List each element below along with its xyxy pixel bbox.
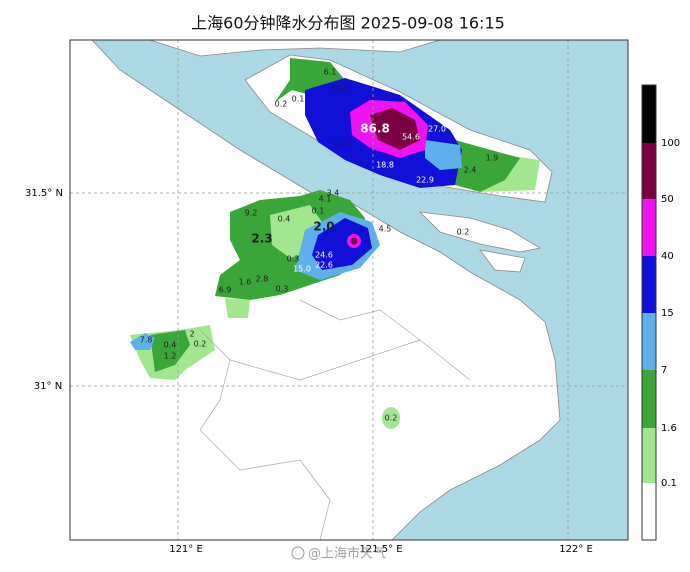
reading-label: 18.8	[376, 161, 394, 170]
reading-label: 2.0	[313, 220, 334, 234]
colorbar-band	[642, 483, 656, 540]
rain-area	[425, 140, 462, 170]
reading-label: 86.8	[360, 122, 390, 136]
reading-label: 14.0	[333, 141, 351, 150]
reading-label: 0.3	[276, 285, 289, 294]
reading-label: 6.9	[219, 286, 232, 295]
map-frame	[69, 39, 629, 541]
reading-label: 0.3	[287, 255, 300, 264]
reading-label: 0.2	[194, 340, 207, 349]
lon-label: 122° E	[559, 544, 593, 555]
watermark: @上海市天气	[308, 546, 386, 562]
reading-label: 22.6	[315, 261, 333, 270]
district-border	[299, 299, 471, 381]
colorbar-label: 1.6	[661, 423, 677, 434]
reading-label: 2.4	[464, 166, 477, 175]
graticule	[70, 40, 628, 540]
reading-label: 15.0	[293, 265, 311, 274]
colorbar-label: 7	[661, 365, 667, 376]
colorbar-label: 50	[661, 194, 674, 205]
colorbar-band	[642, 85, 656, 143]
reading-label: 18.0	[331, 85, 349, 94]
reading-label: 2.3	[251, 232, 272, 246]
colorbar-label: 100	[661, 138, 680, 149]
reading-label: 0.2	[385, 414, 398, 423]
reading-label: 4.5	[379, 225, 392, 234]
mainland	[70, 40, 561, 540]
colorbar-label: 40	[661, 251, 674, 262]
colorbar-frame	[641, 84, 657, 541]
colorbar-band	[642, 428, 656, 483]
rain-area	[130, 333, 155, 350]
district-border	[199, 329, 331, 540]
reading-label: 0.2	[275, 100, 288, 109]
rain-area	[275, 58, 345, 102]
reading-label: 0.4	[278, 215, 291, 224]
colorbar-label: 0.1	[661, 478, 677, 489]
reading-label: 0.2	[457, 228, 470, 237]
north-bank	[149, 40, 441, 57]
colorbar-band	[642, 370, 656, 428]
reading-label: 0.1	[292, 95, 305, 104]
watermark-icon	[291, 546, 305, 560]
reading-label: 6.1	[324, 68, 337, 77]
reading-label: 0.1	[312, 207, 325, 216]
reading-label: 54.6	[402, 133, 420, 142]
reading-label: 4.1	[319, 195, 332, 204]
rain-area	[450, 140, 520, 192]
reading-label: 3.4	[327, 189, 340, 198]
rain-area	[382, 407, 400, 429]
rain-area	[150, 330, 190, 372]
colorbar-band	[642, 256, 656, 313]
colorbar-band	[642, 313, 656, 370]
colorbar-band	[642, 143, 656, 199]
colorbar-band	[642, 199, 656, 256]
peninsula	[479, 249, 526, 273]
reading-label: 0.4	[164, 341, 177, 350]
reading-label: 9.2	[245, 209, 258, 218]
reading-label: 1.6	[239, 278, 252, 287]
reading-label: 1.9	[486, 154, 499, 163]
lon-label: 121.5° E	[359, 544, 402, 555]
reading-label: 7.8	[140, 336, 153, 345]
colorbar-label: 15	[661, 308, 674, 319]
rain-area	[225, 298, 250, 318]
rain-area	[350, 237, 358, 245]
lat-label: 31° N	[34, 381, 62, 392]
hengsha-island	[418, 211, 542, 253]
rain-area	[312, 218, 372, 270]
reading-label: 2	[189, 330, 194, 339]
map-area	[70, 40, 628, 540]
reading-label: 22.9	[416, 176, 434, 185]
reading-label: 2.8	[256, 275, 269, 284]
lon-label: 121° E	[169, 544, 203, 555]
district-border	[229, 339, 421, 381]
lat-label: 31.5° N	[25, 188, 63, 199]
rain-area	[370, 108, 420, 150]
reading-label: 24.6	[315, 251, 333, 260]
reading-label: 1.2	[164, 352, 177, 361]
reading-label: 27.0	[428, 125, 446, 134]
title: 上海60分钟降水分布图 2025-09-08 16:15	[191, 14, 505, 33]
